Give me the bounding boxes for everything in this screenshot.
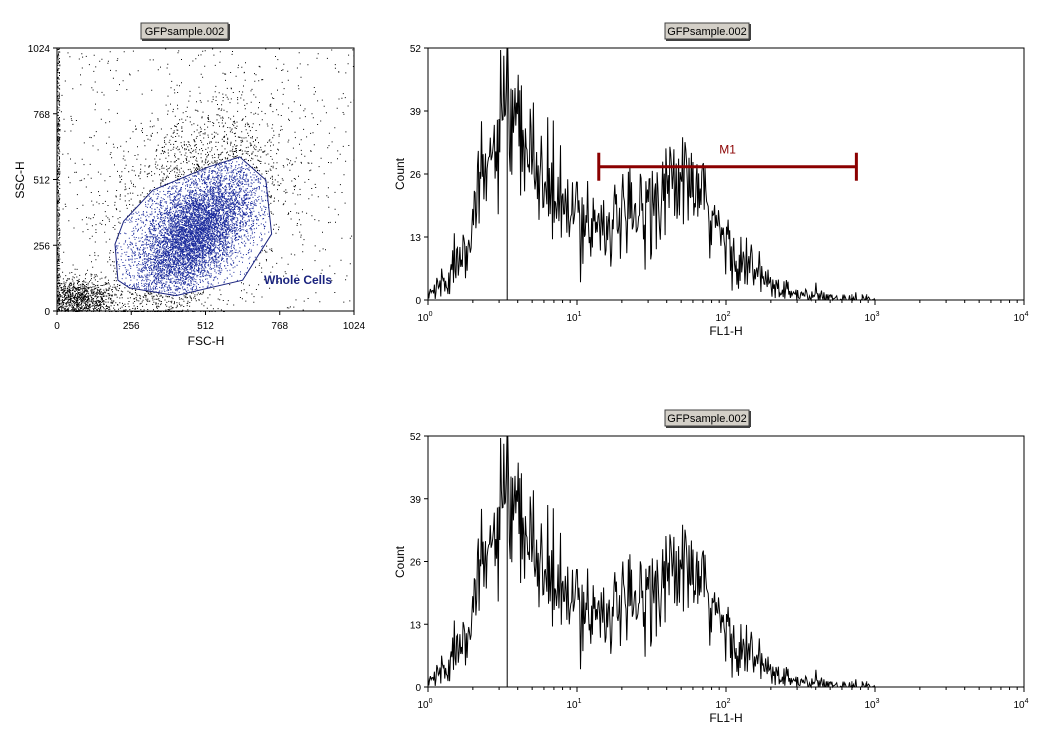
scatter-x-tick-label: 0 [54, 321, 60, 332]
scatter-y-axis: 0 256 512 768 1024 [28, 44, 57, 318]
scatter-y-tick-label: 0 [44, 307, 50, 318]
scatter-title: GFPsample.002 [145, 26, 224, 38]
scatter-title-badge: GFPsample.002 [140, 22, 230, 41]
scatter-x-tick-label: 768 [271, 321, 288, 332]
scatter-x-tick-label: 256 [123, 321, 140, 332]
whole-cells-gate[interactable] [114, 156, 273, 297]
scatter-y-tick-label: 256 [33, 241, 50, 252]
scatter-x-tick-label: 1024 [343, 321, 366, 332]
scatter-y-tick-label: 768 [33, 110, 50, 121]
scatter-y-label: SSC-H [13, 161, 27, 198]
scatter-x-tick-label: 512 [197, 321, 214, 332]
scatter-y-tick-label: 1024 [28, 44, 51, 55]
scatter-plot-area [56, 47, 355, 312]
scatter-x-axis: 0 256 512 768 1024 [54, 311, 366, 332]
scatter-dots [57, 48, 355, 312]
gate-label: Whole Cells [264, 273, 332, 287]
scatter-y-tick-label: 512 [33, 176, 50, 187]
gated-events [115, 158, 270, 296]
scatter-x-label: FSC-H [188, 334, 225, 348]
